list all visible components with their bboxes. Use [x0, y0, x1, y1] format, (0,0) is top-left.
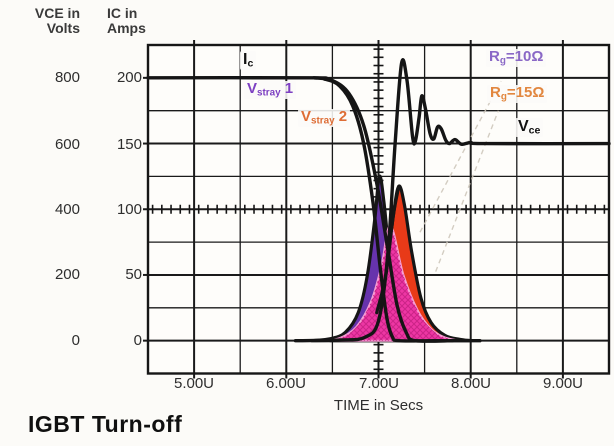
vstray1-label-sub: stray — [257, 87, 281, 99]
vce-tick-label: 400 — [54, 201, 80, 218]
rg10-label-suffix: =10Ω — [505, 48, 544, 65]
vce-with-ringing — [293, 58, 611, 343]
ic-tick-label: 50 — [125, 266, 142, 283]
vce-axis-header-line1: VCE in — [34, 5, 80, 21]
rg15-label-sub: g — [500, 91, 507, 103]
vstray2-label: Vstray 2 — [298, 108, 351, 128]
vce-axis-header-line2: Volts — [46, 20, 80, 36]
ic-collector-current-slow — [312, 76, 454, 343]
time-axis-label: TIME in Secs — [333, 397, 424, 414]
leader-to-rg15 — [435, 110, 500, 272]
leader-to-rg10 — [419, 80, 502, 233]
x-tick-label: 5.00U — [173, 375, 215, 392]
vce-curve-label-main: V — [518, 118, 529, 135]
x-tick-label: 7.00U — [358, 375, 400, 392]
rg15-label-main: R — [490, 84, 501, 101]
vce-curve-label-sub: ce — [528, 124, 541, 137]
ic-tick-label: 100 — [116, 201, 142, 218]
vstray2-label-suffix: 2 — [334, 108, 348, 125]
ic-tick-label: 200 — [116, 69, 142, 86]
ic-axis-header: IC in Amps — [107, 6, 167, 36]
ic-axis-header-line2: Amps — [107, 20, 146, 36]
rg15-label-suffix: =15Ω — [506, 84, 545, 101]
vce-tick-label: 600 — [54, 136, 80, 153]
vce-tick-label: 200 — [54, 266, 80, 283]
x-tick-label: 8.00U — [450, 375, 492, 392]
vce-tick-label: 800 — [54, 69, 80, 86]
rg10-label: Rg=10Ω — [486, 48, 547, 68]
ic-tick-label: 0 — [133, 332, 142, 349]
ic-curve-label-main: I — [243, 51, 248, 68]
x-tick-label: 9.00U — [542, 375, 584, 392]
vstray1-label-main: V — [247, 80, 258, 97]
ic-curve-label: Ic — [240, 51, 257, 71]
vstray2-label-sub: stray — [311, 115, 335, 127]
rg10-label-sub: g — [499, 55, 506, 67]
x-tick-label: 6.00U — [265, 375, 307, 392]
rg15-label: Rg=15Ω — [487, 84, 548, 104]
vstray2-label-main: V — [301, 108, 312, 125]
overlap-energy-hatch — [321, 225, 460, 341]
vce-curve-label: Vce — [515, 118, 544, 138]
vce-tick-label: 0 — [71, 332, 80, 349]
rg10-label-main: R — [489, 48, 500, 65]
vce-axis-header: VCE in Volts — [14, 6, 80, 36]
ic-tick-label: 150 — [116, 136, 142, 153]
vstray1-label-suffix: 1 — [280, 80, 294, 97]
ic-curve-label-sub: c — [247, 57, 254, 70]
chart-title: IGBT Turn-off — [28, 411, 183, 437]
vstray1-label: Vstray 1 — [244, 80, 297, 100]
ic-axis-header-line1: IC in — [107, 5, 138, 21]
